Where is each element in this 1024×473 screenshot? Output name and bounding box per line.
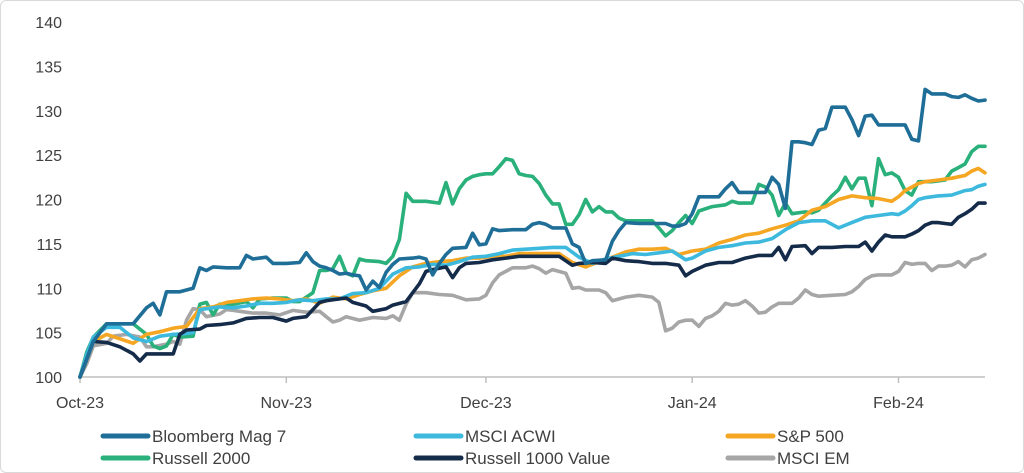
y-tick-label: 120 — [35, 193, 62, 210]
y-tick-label: 105 — [35, 326, 62, 343]
y-tick-label: 135 — [35, 59, 62, 76]
x-tick-label: Nov-23 — [260, 395, 312, 412]
legend-label: S&P 500 — [777, 427, 844, 446]
legend: Bloomberg Mag 7 MSCI ACWI S&P 500 Russell 2… — [100, 427, 850, 468]
legend-label: Bloomberg Mag 7 — [152, 427, 286, 446]
legend-item: MSCI ACWI — [413, 427, 556, 446]
series-lines — [78, 87, 987, 379]
y-tick-label: 125 — [35, 148, 62, 165]
y-tick-label: 140 — [35, 15, 62, 32]
legend-label: MSCI EM — [777, 449, 850, 468]
series-line-msci-em — [78, 252, 987, 379]
x-tick-label: Jan-24 — [668, 395, 717, 412]
legend-item: Bloomberg Mag 7 — [100, 427, 286, 446]
series-line-russell-2000 — [78, 144, 987, 379]
legend-label: Russell 2000 — [152, 449, 250, 468]
legend-label: Russell 1000 Value — [465, 449, 610, 468]
x-tick-label: Feb-24 — [873, 395, 924, 412]
legend-item: Russell 2000 — [100, 449, 250, 468]
y-tick-label: 130 — [35, 104, 62, 121]
y-axis: 100 105 110 115 120 125 130 135 140 — [35, 15, 62, 387]
legend-item: Russell 1000 Value — [413, 449, 610, 468]
x-axis: Oct-23 Nov-23 Dec-23 Jan-24 Feb-24 — [56, 376, 985, 412]
y-tick-label: 115 — [36, 237, 62, 254]
series-line-bloomberg-mag-7 — [78, 87, 987, 379]
legend-item: S&P 500 — [725, 427, 844, 446]
legend-item: MSCI EM — [725, 449, 850, 468]
y-tick-label: 100 — [35, 370, 62, 387]
legend-label: MSCI ACWI — [465, 427, 556, 446]
x-tick-label: Dec-23 — [460, 395, 512, 412]
series-line-russell-1000-value — [78, 201, 987, 379]
series-line-s-p-500 — [78, 166, 987, 379]
series-line-msci-acwi — [78, 182, 987, 379]
x-tick-label: Oct-23 — [56, 395, 104, 412]
y-tick-label: 110 — [36, 281, 62, 298]
